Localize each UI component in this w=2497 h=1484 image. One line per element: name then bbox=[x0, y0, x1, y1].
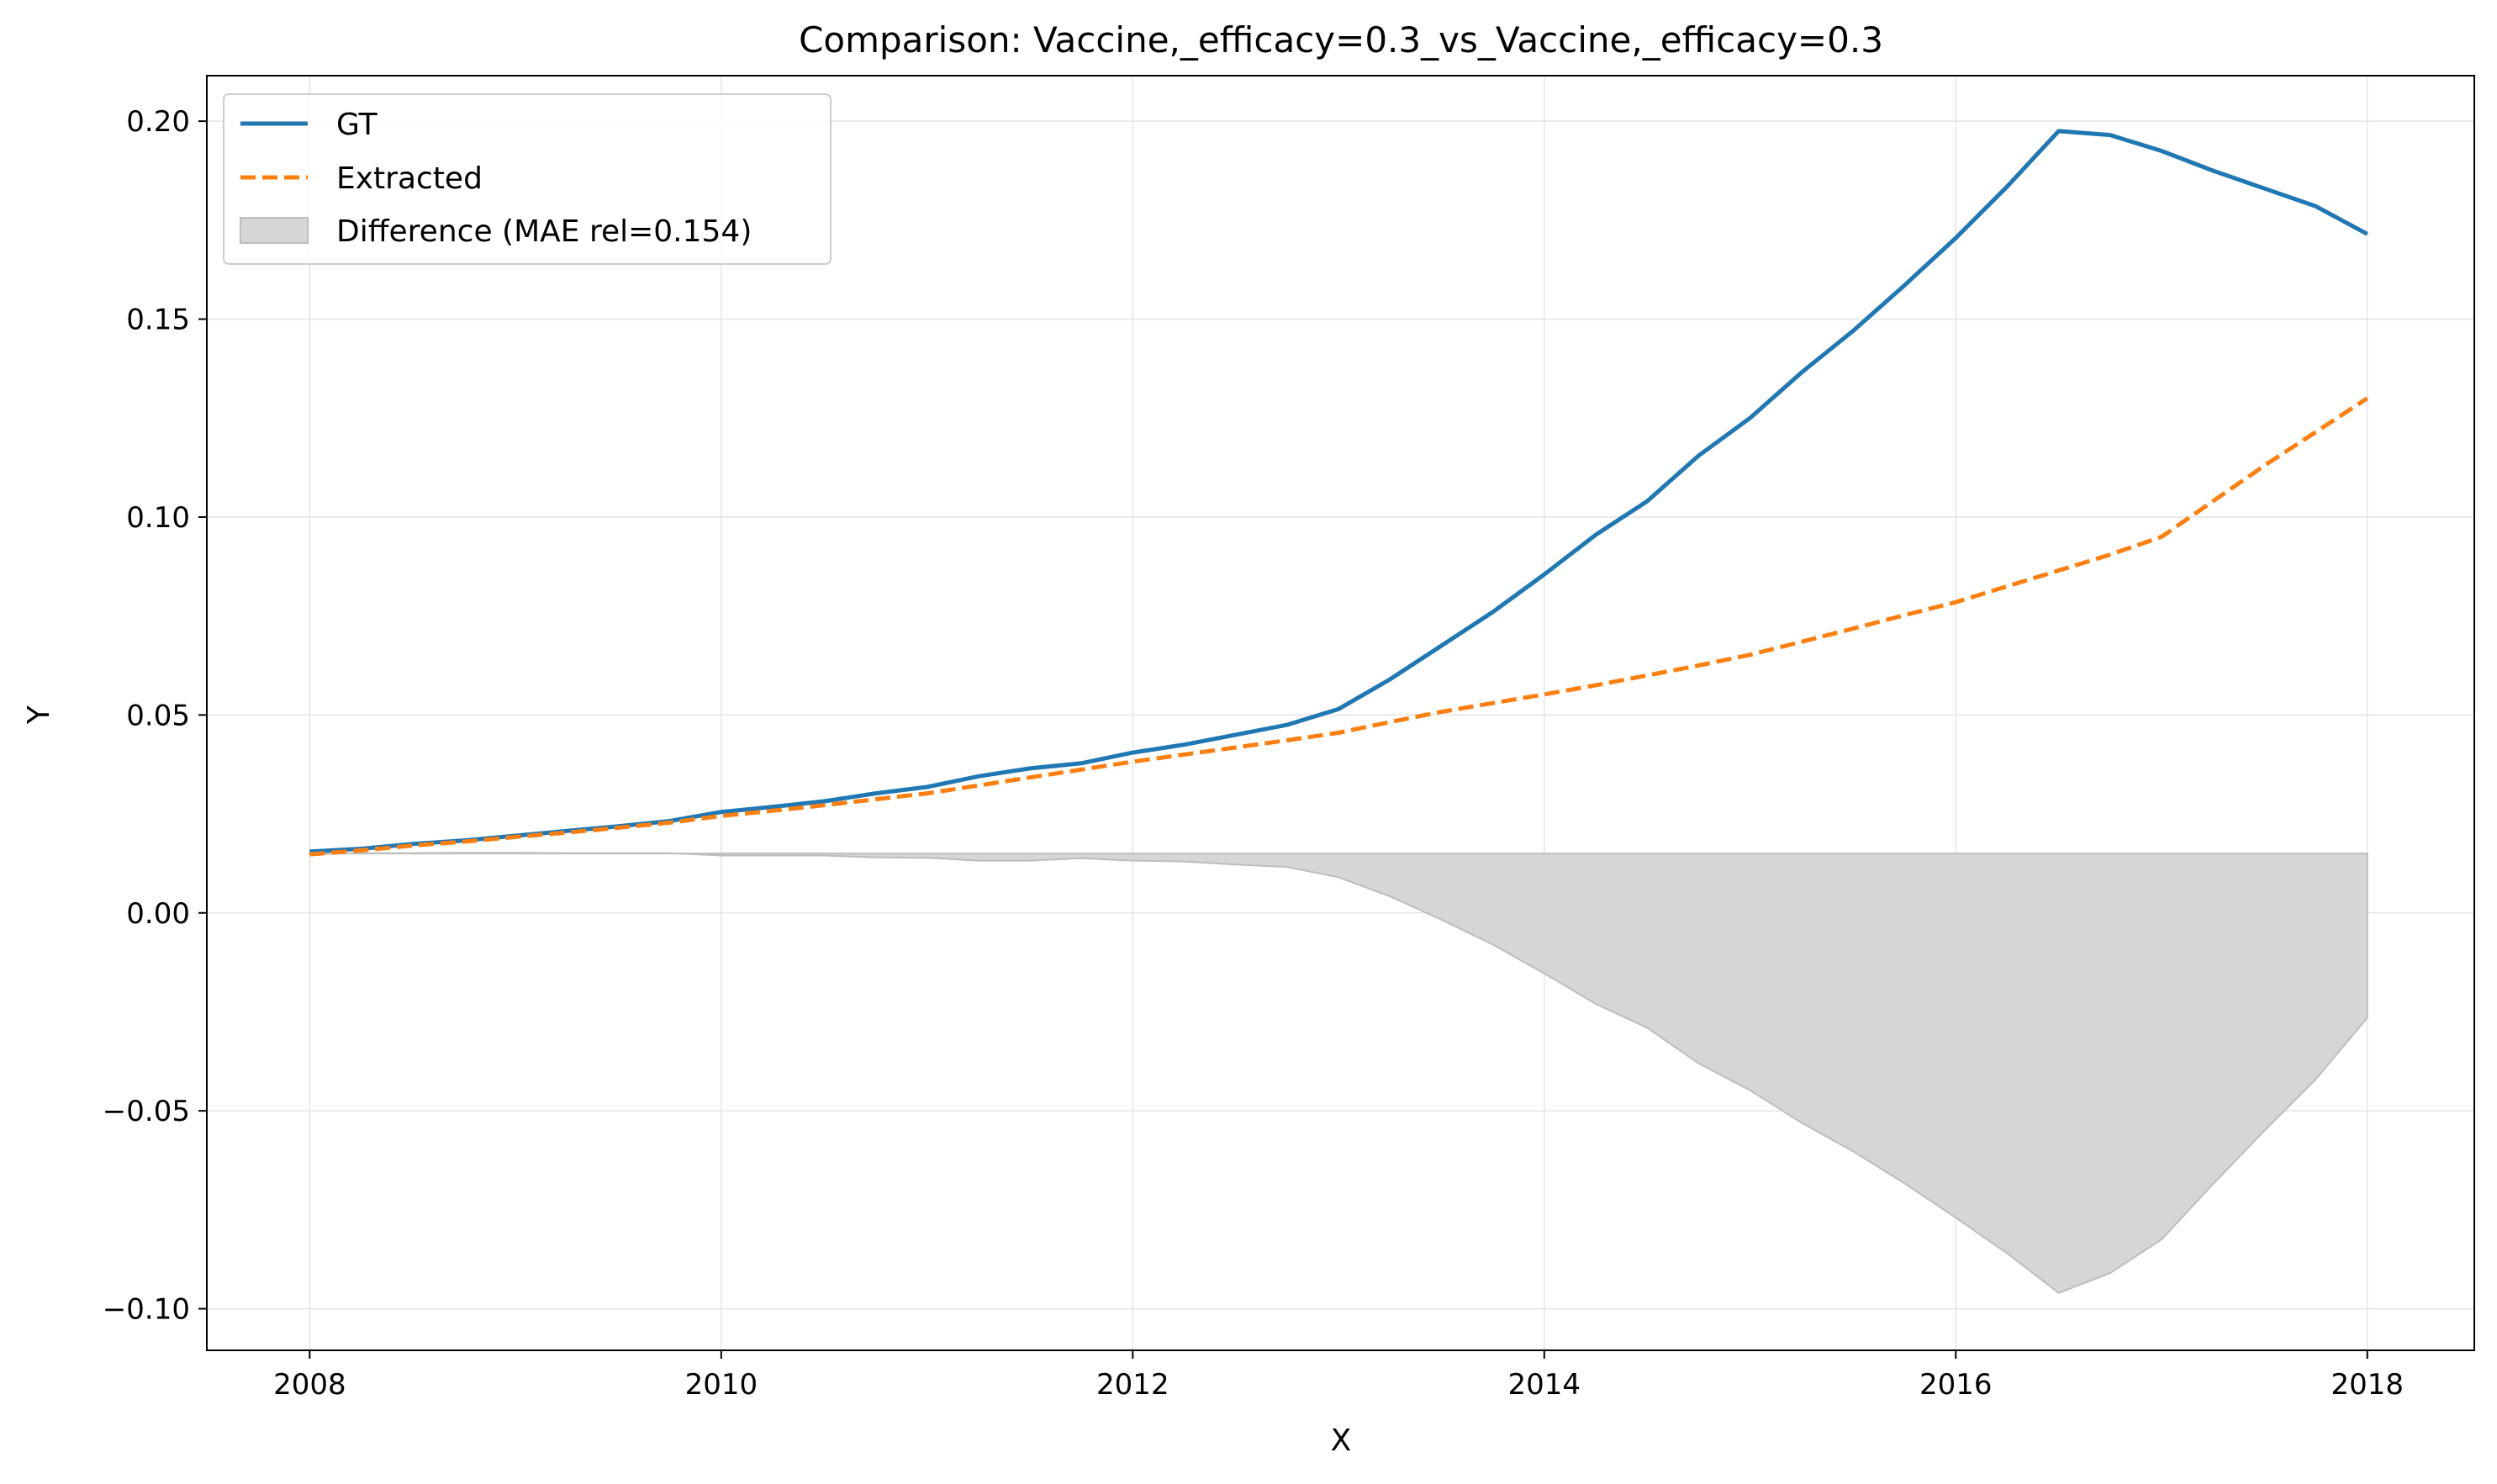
difference-fill-layer bbox=[309, 852, 2368, 1294]
legend-difference-label: Difference (MAE rel=0.154) bbox=[336, 214, 752, 249]
chart-title: Comparison: Vaccine,_efficacy=0.3_vs_Vac… bbox=[799, 19, 1883, 61]
y-tick-label: 0.20 bbox=[126, 105, 190, 139]
difference-area bbox=[309, 852, 2368, 1294]
series-line-extracted bbox=[309, 396, 2369, 857]
legend-extracted-label: Extracted bbox=[336, 161, 483, 196]
legend-gt-label: GT bbox=[336, 108, 378, 142]
y-tick-label: 0.10 bbox=[126, 501, 190, 535]
legend-box bbox=[223, 93, 831, 265]
x-tick-label: 2008 bbox=[273, 1368, 346, 1402]
grid bbox=[207, 76, 2474, 1350]
legend-difference-swatch bbox=[240, 217, 309, 244]
x-tick-label: 2010 bbox=[685, 1368, 758, 1402]
x-tick-label: 2014 bbox=[1508, 1368, 1581, 1402]
y-tick-label: 0.05 bbox=[126, 699, 190, 732]
y-axis-ticks: −0.10 −0.05 0.00 0.05 0.10 0.15 0.20 bbox=[103, 105, 207, 1327]
x-axis-label: X bbox=[1331, 1423, 1352, 1458]
y-tick-label: −0.10 bbox=[103, 1293, 190, 1327]
series-line-gt bbox=[309, 129, 2368, 854]
series-lines bbox=[309, 129, 2369, 857]
y-axis-label: Y bbox=[22, 705, 56, 725]
x-axis-ticks: 2008 2010 2012 2014 2016 2018 bbox=[273, 1350, 2404, 1402]
x-tick-label: 2016 bbox=[1919, 1368, 1993, 1402]
x-tick-label: 2012 bbox=[1096, 1368, 1169, 1402]
plot-frame bbox=[206, 75, 2475, 1351]
x-tick-label: 2018 bbox=[2331, 1368, 2404, 1402]
y-tick-label: −0.05 bbox=[103, 1095, 190, 1128]
y-tick-label: 0.00 bbox=[126, 897, 190, 931]
legend: GT Extracted Difference (MAE rel=0.154) bbox=[223, 93, 831, 265]
y-tick-label: 0.15 bbox=[126, 304, 190, 337]
